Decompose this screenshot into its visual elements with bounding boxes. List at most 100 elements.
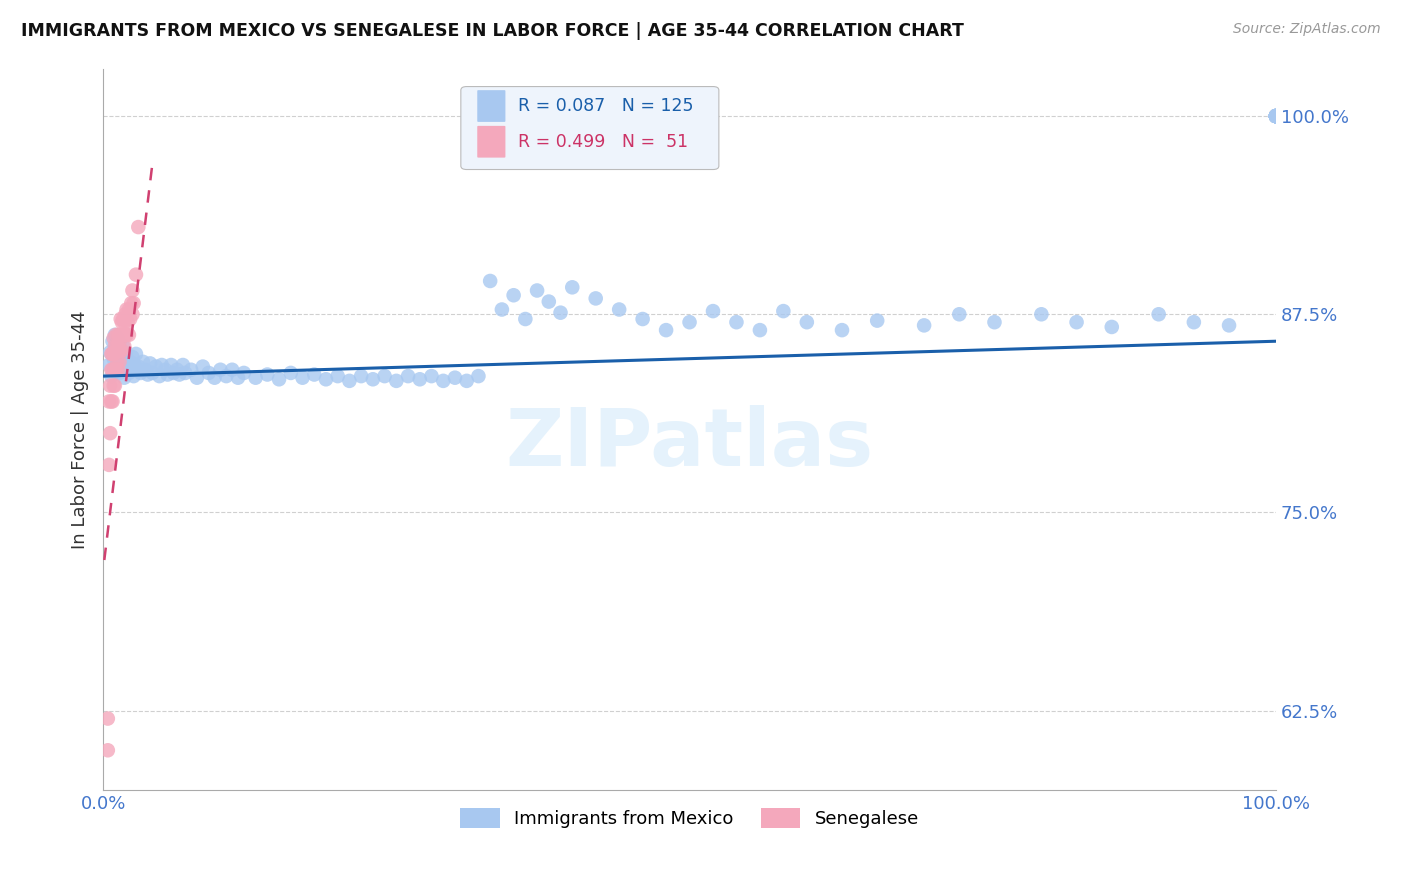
Point <box>585 292 607 306</box>
Point <box>148 369 170 384</box>
Point <box>104 378 127 392</box>
Point <box>124 358 146 372</box>
Point <box>537 294 560 309</box>
Point <box>103 378 125 392</box>
Point <box>291 370 314 384</box>
Point <box>121 307 143 321</box>
Point <box>112 370 135 384</box>
Point <box>204 370 226 384</box>
Point <box>396 369 419 384</box>
Point <box>120 363 142 377</box>
Point <box>121 284 143 298</box>
Point <box>1265 109 1288 123</box>
Point <box>103 351 125 366</box>
Point <box>831 323 853 337</box>
Point <box>122 369 145 384</box>
Point <box>110 327 132 342</box>
Point <box>655 323 678 337</box>
Point <box>1265 109 1288 123</box>
Point <box>105 339 128 353</box>
Point <box>112 315 135 329</box>
Point <box>1265 109 1288 123</box>
Point <box>1031 307 1053 321</box>
Point <box>256 368 278 382</box>
Point <box>339 374 361 388</box>
Point <box>1265 109 1288 123</box>
Point <box>108 355 131 369</box>
Point <box>145 359 167 374</box>
Point <box>127 220 149 235</box>
Point <box>97 712 120 726</box>
Point <box>114 347 136 361</box>
Point <box>948 307 970 321</box>
Point <box>1265 109 1288 123</box>
Point <box>101 394 124 409</box>
Point <box>100 347 122 361</box>
Text: IMMIGRANTS FROM MEXICO VS SENEGALESE IN LABOR FORCE | AGE 35-44 CORRELATION CHAR: IMMIGRANTS FROM MEXICO VS SENEGALESE IN … <box>21 22 965 40</box>
Point <box>1265 109 1288 123</box>
Text: Source: ZipAtlas.com: Source: ZipAtlas.com <box>1233 22 1381 37</box>
Point <box>136 368 159 382</box>
Point <box>172 358 194 372</box>
Point <box>118 366 141 380</box>
Point <box>98 426 121 441</box>
Point <box>103 331 125 345</box>
Point <box>117 315 139 329</box>
Point <box>772 304 794 318</box>
Point <box>105 331 128 345</box>
Point <box>100 369 122 384</box>
Point <box>107 327 129 342</box>
Point <box>748 323 770 337</box>
Point <box>515 312 537 326</box>
Point <box>1265 109 1288 123</box>
Point <box>1265 109 1288 123</box>
Point <box>550 306 572 320</box>
Point <box>912 318 935 333</box>
Point <box>101 347 124 361</box>
Point <box>1265 109 1288 123</box>
Point <box>114 307 136 321</box>
Point <box>139 356 162 370</box>
Point <box>1101 320 1123 334</box>
Point <box>1265 109 1288 123</box>
Point <box>107 358 129 372</box>
Point <box>221 363 243 377</box>
Point <box>104 364 127 378</box>
Point <box>866 313 889 327</box>
Point <box>1265 109 1288 123</box>
Text: R = 0.499   N =  51: R = 0.499 N = 51 <box>519 133 689 151</box>
Point <box>796 315 818 329</box>
Y-axis label: In Labor Force | Age 35-44: In Labor Force | Age 35-44 <box>72 310 89 549</box>
Point <box>174 366 197 380</box>
Point <box>98 458 121 472</box>
Point <box>98 358 121 372</box>
Point <box>112 358 135 372</box>
Point <box>110 342 132 356</box>
Point <box>110 355 132 369</box>
Point <box>111 315 134 329</box>
Point <box>155 363 177 377</box>
Point <box>120 312 142 326</box>
Text: R = 0.087   N = 125: R = 0.087 N = 125 <box>519 97 693 115</box>
Point <box>385 374 408 388</box>
Point <box>702 304 724 318</box>
Point <box>103 347 125 361</box>
Point <box>267 372 290 386</box>
Point <box>118 302 141 317</box>
Point <box>162 366 184 380</box>
Point <box>631 312 654 326</box>
Point <box>1265 109 1288 123</box>
Point <box>112 339 135 353</box>
Point <box>112 312 135 326</box>
Point <box>110 343 132 358</box>
Point <box>302 368 325 382</box>
Point <box>502 288 524 302</box>
Point <box>112 327 135 342</box>
Point <box>983 315 1005 329</box>
Point <box>169 368 191 382</box>
Point <box>209 363 232 377</box>
Point <box>112 339 135 353</box>
Point <box>444 370 467 384</box>
Point <box>105 327 128 342</box>
Point <box>118 327 141 342</box>
